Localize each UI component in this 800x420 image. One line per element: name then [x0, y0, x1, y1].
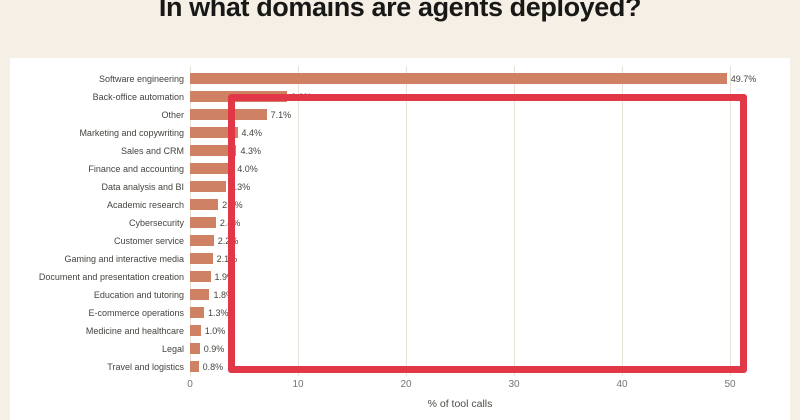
bar	[190, 217, 216, 228]
category-label: Travel and logistics	[107, 362, 184, 372]
x-tick-label: 50	[724, 379, 736, 390]
gridline	[298, 66, 299, 376]
bar-row: Finance and accounting 4.0%	[0, 160, 800, 178]
bar-row: Education and tutoring 1.8%	[0, 286, 800, 304]
bar	[190, 145, 237, 156]
value-label: 4.3%	[240, 146, 261, 156]
bar	[190, 127, 238, 138]
x-tick-label: 20	[400, 379, 412, 390]
category-label: Education and tutoring	[93, 290, 184, 300]
category-label: Marketing and copywriting	[79, 128, 184, 138]
chart-panel	[10, 58, 790, 420]
value-label: 9.0%	[291, 92, 312, 102]
value-label: 2.6%	[222, 200, 243, 210]
bar	[190, 235, 214, 246]
x-tick-label: 0	[187, 379, 193, 390]
category-label: Sales and CRM	[120, 146, 184, 156]
value-label: 1.0%	[204, 326, 226, 336]
bar-row: Data analysis and BI 3.3%	[0, 178, 800, 196]
value-label: 49.7%	[730, 74, 757, 84]
value-label: 0.9%	[203, 344, 225, 354]
value-label: 3.3%	[229, 182, 251, 192]
bar-row: E-commerce operations 1.3%	[0, 304, 800, 322]
category-label: Software engineering	[98, 74, 184, 84]
x-axis-label: % of tool calls	[427, 398, 493, 410]
value-label: 2.1%	[216, 254, 238, 264]
category-label: Medicine and healthcare	[85, 326, 184, 336]
gridline	[622, 66, 623, 376]
bar	[190, 199, 219, 210]
category-label: Academic research	[106, 200, 184, 210]
bar-row: Back-office automation 9.0%	[0, 88, 800, 106]
category-label: Document and presentation creation	[38, 272, 184, 282]
x-tick-label: 40	[616, 379, 628, 390]
bar	[190, 307, 205, 318]
x-tick-label: 10	[292, 379, 304, 390]
bar	[190, 361, 199, 372]
category-label: Customer service	[113, 236, 184, 246]
x-tick-label: 30	[508, 379, 520, 390]
category-label: Cybersecurity	[128, 218, 184, 228]
value-label: 7.1%	[270, 110, 292, 120]
bar-row: Gaming and interactive media 2.1%	[0, 250, 800, 268]
value-label: 1.9%	[214, 272, 236, 282]
bar	[190, 109, 267, 120]
value-label: 4.4%	[241, 128, 263, 138]
bar-row: Legal 0.9%	[0, 340, 800, 358]
category-label: Other	[161, 110, 184, 120]
bar-row: Academic research 2.6%	[0, 196, 800, 214]
bar	[190, 325, 201, 336]
bar-row: Marketing and copywriting 4.4%	[0, 124, 800, 142]
category-label: E-commerce operations	[88, 308, 184, 318]
value-label: 1.8%	[213, 290, 234, 300]
value-label: 1.3%	[208, 308, 229, 318]
bar	[190, 163, 234, 174]
bar	[190, 181, 226, 192]
bar	[190, 289, 210, 300]
bar-row: Other 7.1%	[0, 106, 800, 124]
bar-row: Travel and logistics 0.8%	[0, 358, 800, 376]
bar	[190, 91, 288, 102]
chart-title: In what domains are agents deployed?	[158, 0, 642, 22]
gridline	[406, 66, 407, 376]
bar-row: Software engineering 49.7%	[0, 70, 800, 88]
bar	[190, 73, 727, 84]
value-label: 2.4%	[219, 218, 241, 228]
category-label: Gaming and interactive media	[64, 254, 184, 264]
bar	[190, 343, 200, 354]
bar-row: Customer service 2.2%	[0, 232, 800, 250]
category-label: Data analysis and BI	[101, 182, 184, 192]
category-label: Finance and accounting	[88, 164, 184, 174]
value-label: 4.0%	[237, 164, 258, 174]
bar-row: Cybersecurity 2.4%	[0, 214, 800, 232]
bar-row: Medicine and healthcare 1.0%	[0, 322, 800, 340]
bar-row: Document and presentation creation 1.9%	[0, 268, 800, 286]
gridline	[730, 66, 731, 376]
value-label: 2.2%	[217, 236, 239, 246]
gridline	[514, 66, 515, 376]
category-label: Back-office automation	[92, 92, 184, 102]
value-label: 0.8%	[202, 362, 224, 372]
bar	[190, 271, 211, 282]
bar-row: Sales and CRM 4.3%	[0, 142, 800, 160]
bar	[190, 253, 213, 264]
category-label: Legal	[161, 344, 184, 354]
